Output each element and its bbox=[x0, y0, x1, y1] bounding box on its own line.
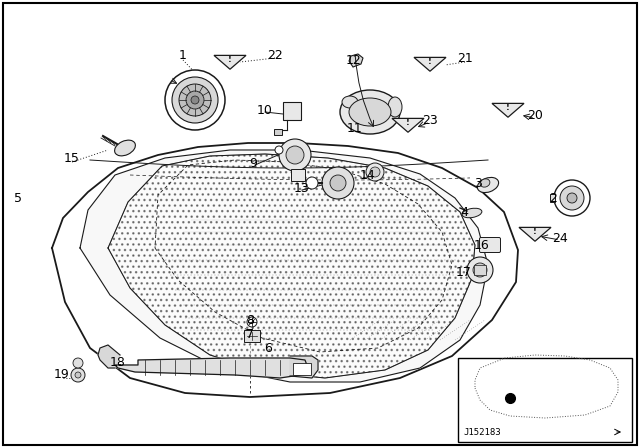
Ellipse shape bbox=[340, 90, 400, 134]
Text: 18: 18 bbox=[110, 356, 126, 369]
Text: 11: 11 bbox=[347, 121, 363, 134]
Circle shape bbox=[75, 372, 81, 378]
Bar bbox=[550, 194, 555, 202]
Ellipse shape bbox=[480, 179, 490, 187]
Ellipse shape bbox=[477, 177, 499, 193]
Text: !: ! bbox=[406, 117, 410, 126]
Polygon shape bbox=[115, 358, 308, 378]
Text: 22: 22 bbox=[267, 48, 283, 61]
Circle shape bbox=[286, 146, 304, 164]
Polygon shape bbox=[52, 143, 518, 397]
Polygon shape bbox=[414, 57, 446, 71]
Ellipse shape bbox=[388, 97, 402, 117]
Text: 17: 17 bbox=[456, 266, 472, 279]
Text: 19: 19 bbox=[54, 369, 70, 382]
Circle shape bbox=[247, 317, 257, 327]
Circle shape bbox=[554, 180, 590, 216]
Circle shape bbox=[370, 167, 380, 177]
Text: 12: 12 bbox=[346, 53, 362, 66]
Text: 4: 4 bbox=[460, 206, 468, 219]
Polygon shape bbox=[290, 356, 318, 378]
Bar bbox=[474, 265, 486, 275]
Text: 8: 8 bbox=[246, 314, 254, 327]
Text: !: ! bbox=[428, 56, 432, 65]
Text: !: ! bbox=[228, 55, 232, 64]
Circle shape bbox=[567, 193, 577, 203]
Circle shape bbox=[172, 77, 218, 123]
Polygon shape bbox=[214, 56, 246, 69]
Circle shape bbox=[165, 70, 225, 130]
Polygon shape bbox=[349, 54, 363, 67]
Polygon shape bbox=[492, 103, 524, 117]
Polygon shape bbox=[108, 154, 475, 378]
Text: 7: 7 bbox=[246, 327, 254, 340]
Text: 10: 10 bbox=[257, 103, 273, 116]
Circle shape bbox=[306, 177, 318, 189]
Text: 14: 14 bbox=[360, 168, 376, 181]
FancyBboxPatch shape bbox=[244, 330, 260, 342]
Polygon shape bbox=[98, 345, 120, 368]
Text: 2: 2 bbox=[549, 191, 557, 204]
Text: 23: 23 bbox=[422, 113, 438, 126]
Ellipse shape bbox=[115, 140, 136, 156]
Circle shape bbox=[322, 167, 354, 199]
Bar bbox=[283, 102, 301, 120]
Circle shape bbox=[191, 96, 199, 104]
Bar bbox=[458, 358, 632, 442]
Text: 21: 21 bbox=[457, 52, 473, 65]
Ellipse shape bbox=[462, 208, 482, 218]
Text: 13: 13 bbox=[294, 181, 310, 194]
Text: 20: 20 bbox=[527, 108, 543, 121]
Text: !: ! bbox=[506, 103, 510, 112]
Circle shape bbox=[186, 91, 204, 109]
FancyBboxPatch shape bbox=[479, 237, 500, 253]
Circle shape bbox=[473, 263, 487, 277]
Text: !: ! bbox=[533, 227, 537, 236]
Bar bbox=[291, 169, 305, 181]
Text: 3: 3 bbox=[474, 177, 482, 190]
Bar bbox=[293, 363, 311, 375]
Text: 24: 24 bbox=[552, 232, 568, 245]
Polygon shape bbox=[519, 228, 551, 241]
Circle shape bbox=[467, 257, 493, 283]
Circle shape bbox=[71, 368, 85, 382]
Circle shape bbox=[279, 139, 311, 171]
Circle shape bbox=[275, 146, 283, 154]
Ellipse shape bbox=[342, 96, 358, 108]
Circle shape bbox=[73, 358, 83, 368]
Text: 5: 5 bbox=[14, 191, 22, 204]
Text: 15: 15 bbox=[64, 151, 80, 164]
Circle shape bbox=[560, 186, 584, 210]
Circle shape bbox=[330, 175, 346, 191]
Bar bbox=[274, 129, 282, 135]
Ellipse shape bbox=[349, 98, 391, 126]
Polygon shape bbox=[392, 118, 424, 132]
Circle shape bbox=[366, 163, 384, 181]
Text: 6: 6 bbox=[264, 341, 272, 354]
Text: 16: 16 bbox=[474, 238, 490, 251]
Text: 1: 1 bbox=[179, 48, 187, 61]
Text: J152183: J152183 bbox=[463, 428, 500, 437]
Polygon shape bbox=[80, 150, 488, 382]
Circle shape bbox=[179, 84, 211, 116]
Text: 9: 9 bbox=[249, 156, 257, 169]
